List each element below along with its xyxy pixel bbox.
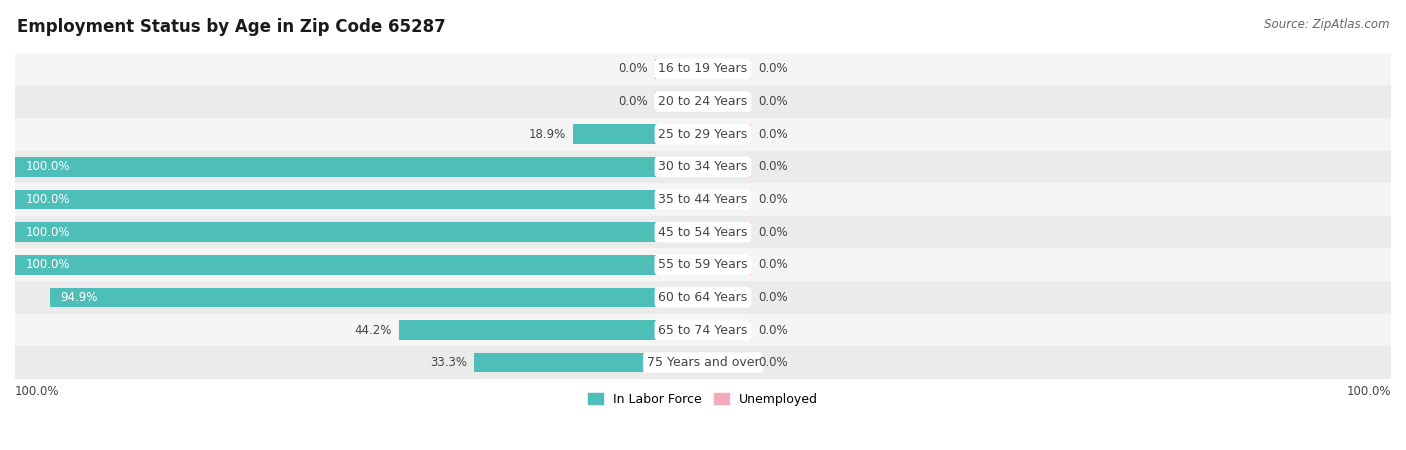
Bar — [15, 151, 1391, 183]
Text: 0.0%: 0.0% — [758, 356, 787, 369]
Text: 25 to 29 Years: 25 to 29 Years — [658, 128, 748, 141]
Bar — [399, 320, 703, 340]
Text: 94.9%: 94.9% — [60, 291, 98, 304]
Bar — [15, 346, 1391, 379]
Bar — [15, 157, 703, 177]
Bar — [15, 255, 703, 274]
Text: 0.0%: 0.0% — [758, 291, 787, 304]
Text: 20 to 24 Years: 20 to 24 Years — [658, 95, 748, 108]
Text: 0.0%: 0.0% — [758, 324, 787, 337]
Bar — [703, 125, 751, 144]
Bar — [474, 353, 703, 373]
Bar — [15, 190, 703, 209]
Bar — [15, 281, 1391, 314]
Text: Source: ZipAtlas.com: Source: ZipAtlas.com — [1264, 18, 1389, 31]
Text: 0.0%: 0.0% — [758, 258, 787, 271]
Bar — [15, 53, 1391, 85]
Bar — [703, 59, 751, 79]
Bar — [15, 314, 1391, 346]
Bar — [703, 222, 751, 242]
Text: 0.0%: 0.0% — [758, 193, 787, 206]
Text: 0.0%: 0.0% — [758, 225, 787, 238]
Bar — [15, 248, 1391, 281]
Text: 60 to 64 Years: 60 to 64 Years — [658, 291, 748, 304]
Text: 75 Years and over: 75 Years and over — [647, 356, 759, 369]
Bar — [574, 125, 703, 144]
Text: 18.9%: 18.9% — [529, 128, 567, 141]
Bar — [703, 320, 751, 340]
Text: 100.0%: 100.0% — [25, 160, 70, 173]
Bar — [655, 59, 703, 79]
Bar — [15, 118, 1391, 151]
Bar — [703, 190, 751, 209]
Text: 65 to 74 Years: 65 to 74 Years — [658, 324, 748, 337]
Text: 33.3%: 33.3% — [430, 356, 467, 369]
Text: Employment Status by Age in Zip Code 65287: Employment Status by Age in Zip Code 652… — [17, 18, 446, 36]
Bar — [703, 288, 751, 307]
Bar — [15, 222, 703, 242]
Bar — [655, 92, 703, 112]
Bar — [703, 255, 751, 274]
Text: 0.0%: 0.0% — [758, 95, 787, 108]
Bar — [51, 288, 703, 307]
Bar — [15, 183, 1391, 216]
Text: 100.0%: 100.0% — [25, 193, 70, 206]
Text: 0.0%: 0.0% — [758, 63, 787, 76]
Bar — [703, 157, 751, 177]
Text: 44.2%: 44.2% — [354, 324, 392, 337]
Text: 0.0%: 0.0% — [619, 95, 648, 108]
Text: 100.0%: 100.0% — [15, 385, 59, 398]
Bar — [703, 353, 751, 373]
Text: 16 to 19 Years: 16 to 19 Years — [658, 63, 748, 76]
Text: 0.0%: 0.0% — [619, 63, 648, 76]
Text: 35 to 44 Years: 35 to 44 Years — [658, 193, 748, 206]
Text: 55 to 59 Years: 55 to 59 Years — [658, 258, 748, 271]
Bar — [15, 85, 1391, 118]
Text: 100.0%: 100.0% — [1347, 385, 1391, 398]
Text: 100.0%: 100.0% — [25, 258, 70, 271]
Text: 0.0%: 0.0% — [758, 160, 787, 173]
Legend: In Labor Force, Unemployed: In Labor Force, Unemployed — [583, 387, 823, 411]
Bar — [15, 216, 1391, 248]
Text: 30 to 34 Years: 30 to 34 Years — [658, 160, 748, 173]
Text: 0.0%: 0.0% — [758, 128, 787, 141]
Text: 45 to 54 Years: 45 to 54 Years — [658, 225, 748, 238]
Bar — [703, 92, 751, 112]
Text: 100.0%: 100.0% — [25, 225, 70, 238]
